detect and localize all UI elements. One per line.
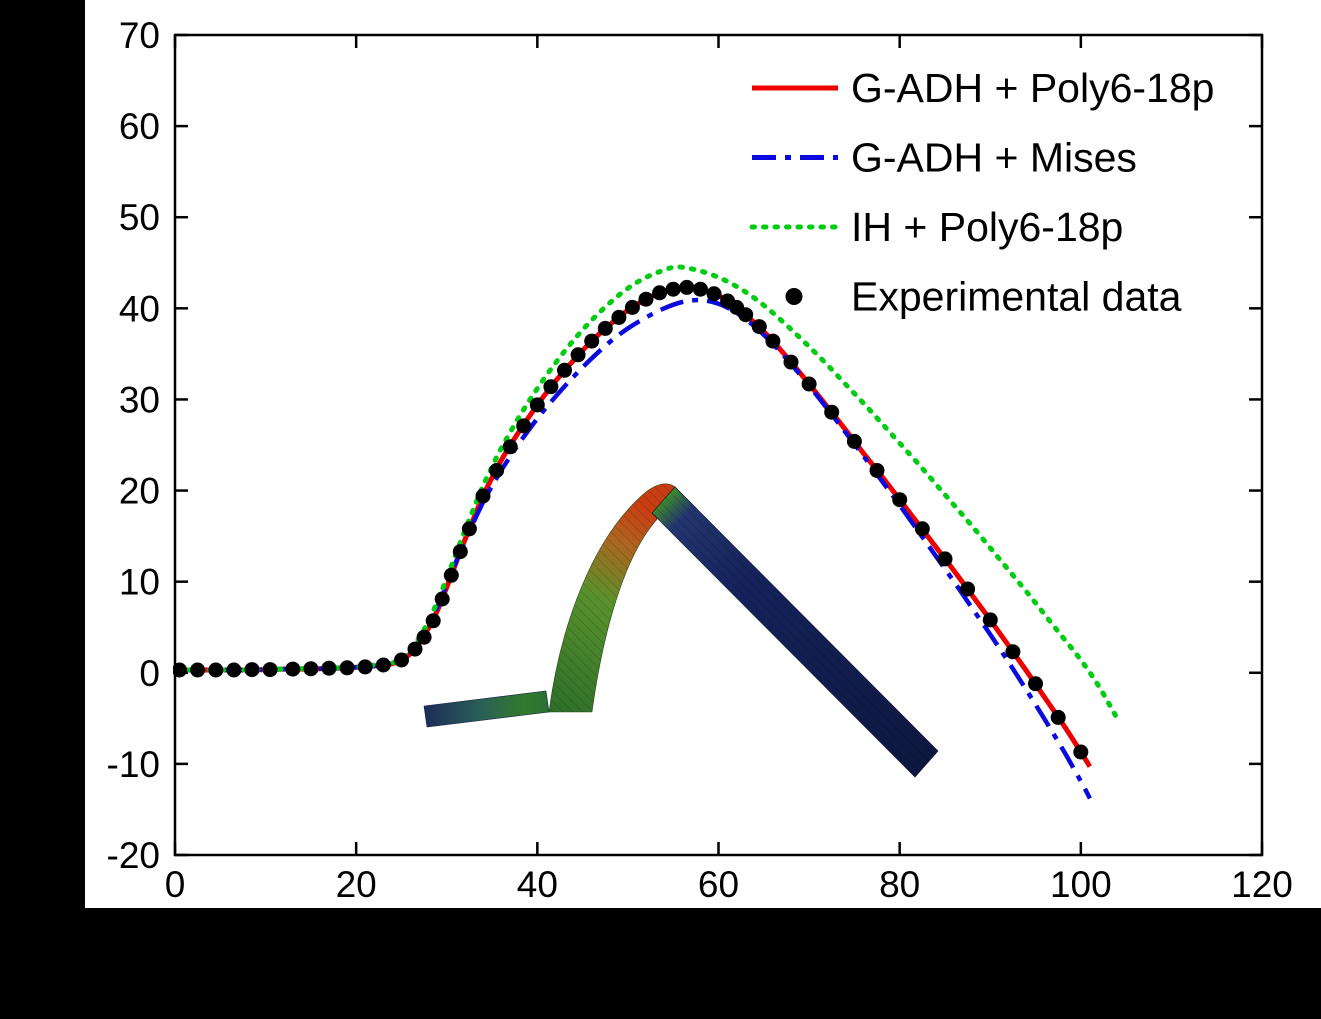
data-point-marker [570,347,586,363]
y-tick-label: 0 [139,653,160,694]
data-point-marker [611,309,627,325]
inset-band-mesh [652,487,938,777]
legend-label: Experimental data [851,274,1182,320]
data-point-marker [584,333,600,349]
x-tick-label: 0 [165,864,186,905]
x-tick-label: 40 [517,864,558,905]
series-line-dotted [173,264,1120,721]
experimental-data-points [173,279,1089,760]
axes-layer: 0 20 40 60 80 100 120 -20 -10 0 10 20 30 40 50 60 70 [107,15,1293,905]
data-point-marker [783,354,799,370]
data-point-marker [1073,744,1089,760]
x-tick-label: 60 [698,864,739,905]
data-point-marker [679,279,695,295]
data-point-marker [321,660,337,676]
plot-panel [85,0,1321,908]
data-point-marker [226,662,242,678]
data-point-marker [597,320,613,336]
y-tick-label: -20 [107,835,160,876]
data-point-marker [489,463,505,478]
data-point-marker [1005,644,1021,660]
data-point-marker [443,567,459,583]
y-tick-label: 60 [119,106,160,147]
legend-label: G-ADH + Mises [851,135,1137,181]
data-point-marker [461,521,477,537]
data-point-marker [1050,709,1066,725]
x-tick-label: 100 [1050,864,1112,905]
data-point-marker [244,662,260,678]
data-point-marker [638,291,654,307]
x-tick-label: 120 [1231,864,1293,905]
data-point-marker [407,641,423,657]
data-point-marker [869,463,885,478]
data-point-marker [375,657,391,673]
data-point-marker [394,652,409,668]
y-tick-label: 50 [119,197,160,238]
data-point-marker [357,659,373,675]
data-point-marker [190,662,206,678]
data-point-marker [624,299,640,315]
data-point-marker [1028,676,1043,692]
data-point-marker [652,285,668,301]
legend-marker-sample [785,288,803,305]
y-tick-label: 40 [119,288,160,329]
data-point-marker [516,418,532,434]
data-point-marker [434,591,450,607]
data-point-marker [529,397,545,413]
data-point-marker [262,662,278,678]
inset-arch-mesh [549,483,697,712]
data-point-marker [892,492,908,508]
y-tick-label: 70 [119,15,160,56]
data-point-marker [960,581,976,597]
y-tick-label: 30 [119,379,160,420]
y-tick-label: 20 [119,471,160,512]
springback-simulation-inset [423,483,939,778]
y-tick-label: -10 [107,744,160,785]
data-point-marker [425,613,441,629]
data-point-marker [846,433,862,449]
legend-label: IH + Poly6-18p [851,204,1123,250]
data-point-marker [982,612,998,628]
data-point-marker [285,661,301,677]
data-point-marker [801,376,817,392]
data-point-marker [543,379,559,395]
data-point-marker [416,629,432,645]
data-point-marker [765,333,781,349]
legend-label: G-ADH + Poly6-18p [851,65,1214,111]
y-tick-label: 10 [119,562,160,603]
legend: G-ADH + Poly6-18p G-ADH + Mises IH + Poly6… [749,65,1214,320]
data-point-marker [751,319,767,335]
data-point-marker [208,662,224,678]
data-point-marker [475,488,491,504]
data-point-marker [452,544,468,560]
data-point-marker [824,404,840,420]
data-point-marker [937,551,953,567]
data-point-marker [339,660,355,676]
series-layer [173,264,1120,800]
data-point-marker [738,307,754,323]
data-point-marker [692,281,708,297]
data-point-marker [303,661,319,677]
data-point-marker [665,281,681,297]
x-tick-label: 20 [336,864,377,905]
data-point-marker [706,286,722,302]
data-point-marker [914,521,930,537]
x-tick-label: 80 [879,864,920,905]
data-point-marker [557,362,572,378]
data-point-marker [502,439,518,455]
